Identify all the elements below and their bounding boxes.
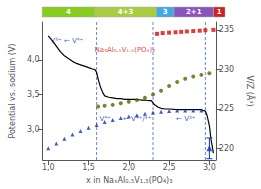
- svg-text:220: 220: [219, 144, 234, 153]
- svg-text:235: 235: [219, 25, 234, 34]
- svg-text:V⁴⁺: V⁴⁺: [100, 115, 112, 123]
- svg-text:2,5: 2,5: [163, 163, 176, 172]
- svg-text:225: 225: [219, 104, 234, 113]
- svg-text:2+1: 2+1: [186, 8, 202, 16]
- svg-text:3,5: 3,5: [27, 90, 40, 99]
- svg-text:x in NaₓAl₀.₅V₁.₅(PO₄)₃: x in NaₓAl₀.₅V₁.₅(PO₄)₃: [86, 176, 172, 185]
- svg-text:1,0: 1,0: [42, 163, 55, 172]
- svg-text:1,5: 1,5: [82, 163, 95, 172]
- svg-text:← V⁴⁺/³⁺: ← V⁴⁺/³⁺: [123, 115, 152, 123]
- svg-text:3,0: 3,0: [203, 163, 216, 172]
- svg-text:4: 4: [66, 8, 71, 16]
- svg-text:← V³⁺: ← V³⁺: [176, 115, 196, 123]
- svg-text:V⁵⁺ ← V⁴⁺: V⁵⁺ ← V⁴⁺: [50, 37, 83, 45]
- svg-text:V/Z (Å³): V/Z (Å³): [245, 75, 256, 106]
- svg-text:2,0: 2,0: [122, 163, 135, 172]
- svg-text:Na₃Al₀.₅V₁.₅(PO₄)₃: Na₃Al₀.₅V₁.₅(PO₄)₃: [95, 46, 156, 54]
- svg-text:Potential vs. sodium (V): Potential vs. sodium (V): [8, 44, 17, 139]
- svg-text:3: 3: [163, 8, 168, 16]
- svg-text:3,0: 3,0: [27, 125, 40, 134]
- svg-text:4+3: 4+3: [118, 8, 134, 16]
- svg-text:230: 230: [219, 65, 234, 74]
- svg-text:1: 1: [217, 8, 222, 16]
- svg-text:4,0: 4,0: [27, 55, 40, 64]
